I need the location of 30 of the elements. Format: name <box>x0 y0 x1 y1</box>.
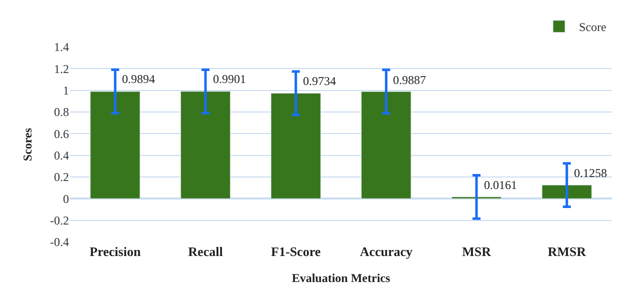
data-label: 0.9901 <box>213 72 246 86</box>
y-tick-label: 0.2 <box>54 170 69 184</box>
y-tick-label: -0.2 <box>50 214 69 228</box>
x-tick-label: Accuracy <box>360 244 414 259</box>
y-tick-label: -0.4 <box>50 235 69 250</box>
x-tick-label: Recall <box>188 244 224 259</box>
x-tick-label: Precision <box>90 244 142 259</box>
data-label: 0.1258 <box>574 166 607 180</box>
data-label: 0.9734 <box>303 74 336 88</box>
bar <box>180 91 231 199</box>
data-label: 0.0161 <box>484 178 517 192</box>
y-tick-label: 0.4 <box>54 148 69 163</box>
x-tick-label: MSR <box>462 244 492 259</box>
legend-label: Score <box>579 20 606 34</box>
y-axis-title: Scores <box>20 128 34 162</box>
data-label: 0.9894 <box>122 72 155 86</box>
bar <box>90 91 140 199</box>
x-tick-label: RMSR <box>548 244 587 259</box>
y-tick-label: 0.6 <box>54 126 69 141</box>
bar <box>542 184 592 199</box>
data-label: 0.9887 <box>393 73 426 87</box>
y-tick-label: 0 <box>63 192 69 206</box>
x-tick-label: F1-Score <box>271 244 321 259</box>
bar <box>361 91 412 199</box>
bar <box>270 92 321 199</box>
y-tick-label: 1.4 <box>54 40 69 54</box>
y-tick-label: 1.2 <box>54 62 69 76</box>
x-axis-title: Evaluation Metrics <box>292 270 390 285</box>
y-tick-label: 1 <box>63 84 69 98</box>
y-tick-label: 0.8 <box>54 105 69 120</box>
